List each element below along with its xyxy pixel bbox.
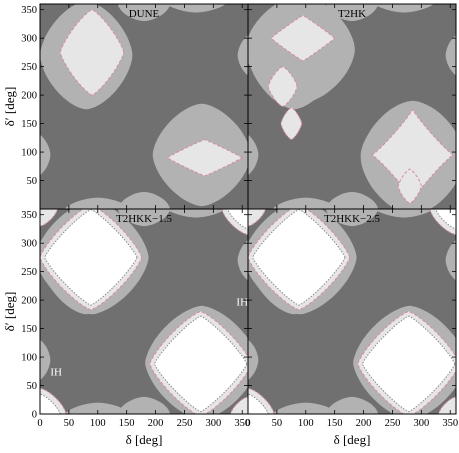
- y-tick-label: 150: [21, 119, 37, 130]
- region-medium: [237, 35, 248, 76]
- panel-title: DUNE: [129, 8, 160, 20]
- panel-frame: [247, 208, 457, 415]
- x-tick-label: 350: [234, 418, 250, 429]
- region-medium: [118, 4, 170, 22]
- region-white: [44, 209, 138, 306]
- y-axis-label: δ′ [deg]: [2, 292, 17, 332]
- region-medium: [272, 402, 339, 414]
- panel-title: T2HK: [338, 8, 366, 20]
- annotation-label: IH: [236, 296, 248, 308]
- x-tick-label: 250: [177, 418, 193, 429]
- region-medium: [166, 209, 226, 218]
- x-tick-label: 200: [356, 418, 372, 429]
- region-medium: [248, 134, 259, 176]
- region-light: [267, 66, 298, 108]
- y-tick-label: 100: [21, 353, 37, 364]
- region-light: [371, 108, 455, 202]
- x-tick-label: 100: [90, 418, 106, 429]
- region-medium: [40, 134, 51, 176]
- region-white: [153, 315, 248, 413]
- region-medium: [445, 35, 456, 76]
- y-tick-label: 0: [32, 410, 37, 421]
- region-medium: [64, 197, 131, 209]
- panel-title: T2HKK−2.5: [324, 213, 381, 225]
- y-tick-label: 300: [21, 34, 37, 45]
- region-medium: [166, 4, 226, 13]
- region-medium: [64, 402, 131, 414]
- region-white: [252, 209, 346, 306]
- region-medium: [118, 209, 170, 227]
- region-light: [397, 168, 422, 204]
- y-tick-label: 50: [27, 381, 38, 392]
- y-tick-label: 50: [27, 176, 38, 187]
- x-tick-label: 250: [385, 418, 401, 429]
- region-light: [230, 396, 248, 414]
- panel-2: [248, 4, 456, 209]
- region-medium: [374, 209, 434, 218]
- x-tick-label: 300: [413, 418, 429, 429]
- y-tick-label: 150: [21, 324, 37, 335]
- y-tick-label: 100: [21, 148, 37, 159]
- region-medium: [445, 240, 456, 281]
- region-medium: [40, 339, 51, 381]
- panel-1: [40, 4, 248, 209]
- region-light: [248, 209, 266, 227]
- x-tick-label: 300: [205, 418, 221, 429]
- x-axis-label: δ [deg]: [334, 432, 371, 447]
- y-tick-label: 350: [21, 210, 37, 221]
- panel-title: T2HKK−1.5: [116, 213, 173, 225]
- region-white: [40, 393, 61, 414]
- axes-layer: 5010015020025030035005010015020025030035…: [2, 4, 458, 447]
- y-tick-label: 250: [21, 267, 37, 278]
- x-tick-label: 50: [272, 418, 283, 429]
- region-medium: [272, 197, 339, 209]
- x-axis-label: δ [deg]: [126, 432, 163, 447]
- x-tick-label: 0: [37, 418, 42, 429]
- annotation-label: IH: [50, 366, 62, 378]
- x-tick-label: 0: [245, 418, 250, 429]
- x-tick-label: 100: [298, 418, 314, 429]
- region-white: [227, 209, 248, 230]
- y-tick-label: 200: [21, 91, 37, 102]
- y-tick-label: 350: [21, 5, 37, 16]
- region-white: [248, 393, 269, 414]
- y-tick-label: 300: [21, 239, 37, 250]
- region-light: [280, 107, 303, 141]
- x-tick-label: 150: [119, 418, 135, 429]
- panel-grid: DUNE T2HK T2HKK−1.5 IH IH T2HKK−2.5: [39, 3, 457, 415]
- region-medium: [374, 4, 434, 13]
- region-light: [270, 14, 336, 62]
- region-light: [59, 9, 125, 96]
- region-medium: [248, 339, 259, 381]
- x-tick-label: 150: [327, 418, 343, 429]
- x-tick-label: 200: [148, 418, 164, 429]
- panel-3: [40, 209, 248, 414]
- x-tick-label: 350: [442, 418, 458, 429]
- region-medium: [326, 209, 378, 227]
- region-white: [435, 209, 456, 230]
- region-medium: [118, 191, 170, 209]
- region-light: [40, 209, 58, 227]
- region-light: [438, 396, 456, 414]
- region-medium: [326, 191, 378, 209]
- y-tick-label: 250: [21, 62, 37, 73]
- region-white: [361, 315, 456, 413]
- x-tick-label: 50: [64, 418, 75, 429]
- region-medium: [237, 240, 248, 281]
- region-medium: [118, 396, 170, 414]
- region-light: [165, 138, 244, 177]
- y-tick-label: 200: [21, 296, 37, 307]
- region-medium: [326, 396, 378, 414]
- y-axis-label: δ′ [deg]: [2, 87, 17, 127]
- panel-4: [248, 209, 456, 414]
